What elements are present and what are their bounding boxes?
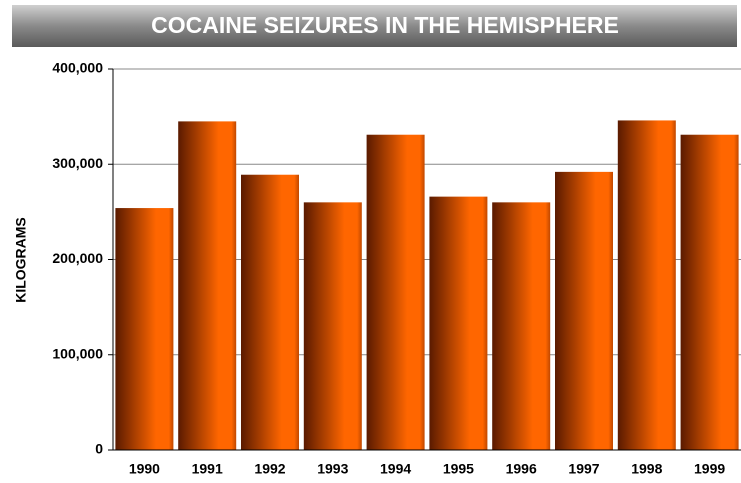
x-tick-label: 1994: [380, 461, 411, 477]
bar: [115, 208, 174, 450]
x-tick-label: 1997: [568, 461, 599, 477]
x-tick-label: 1998: [631, 461, 662, 477]
y-tick-label: 100,000: [52, 345, 103, 361]
x-tick-label: 1992: [254, 461, 285, 477]
bar: [555, 171, 613, 450]
bar: [617, 120, 676, 450]
title-banner: [12, 5, 737, 47]
x-tick-label: 1999: [694, 461, 725, 477]
x-tick-label: 1993: [317, 461, 348, 477]
x-tick-label: 1991: [192, 461, 223, 477]
bar: [241, 174, 299, 451]
bar: [366, 134, 425, 450]
x-tick-label: 1996: [506, 461, 537, 477]
bar: [429, 196, 488, 450]
x-tick-label: 1990: [129, 461, 160, 477]
y-tick-label: 300,000: [52, 155, 103, 171]
bar: [178, 121, 237, 450]
bar: [680, 134, 739, 450]
bar: [303, 202, 362, 450]
bar: [492, 202, 551, 450]
x-tick-label: 1995: [443, 461, 474, 477]
y-tick-label: 400,000: [52, 60, 103, 76]
y-axis-label: KILOGRAMS: [13, 217, 29, 303]
y-tick-label: 200,000: [52, 250, 103, 266]
chart-title: COCAINE SEIZURES IN THE HEMISPHERE: [151, 12, 619, 38]
y-tick-label: 0: [95, 441, 103, 457]
